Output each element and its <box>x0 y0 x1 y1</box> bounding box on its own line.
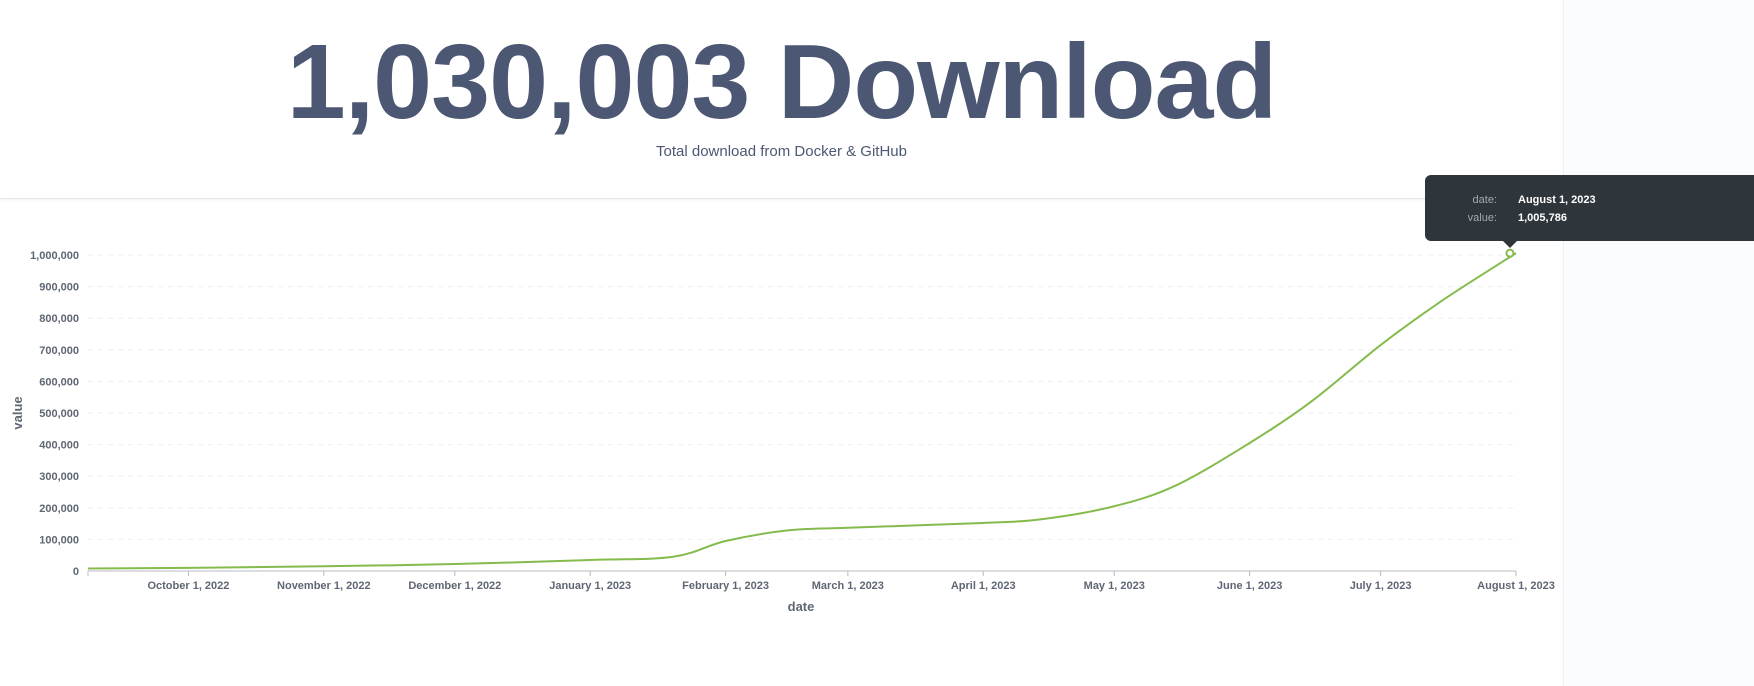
x-axis-label: date <box>788 599 815 614</box>
x-tick-label: March 1, 2023 <box>812 580 884 592</box>
y-tick-label: 100,000 <box>39 534 79 546</box>
y-tick-label: 800,000 <box>39 313 79 325</box>
tooltip-arrow <box>1503 241 1517 248</box>
tooltip-value-value: 1,005,786 <box>1518 212 1567 224</box>
x-tick-label: July 1, 2023 <box>1350 580 1412 592</box>
y-tick-label: 700,000 <box>39 345 79 357</box>
y-tick-label: 1,000,000 <box>30 250 79 262</box>
tooltip-date-label: date: <box>1472 194 1497 206</box>
hover-point[interactable] <box>1505 248 1515 258</box>
x-tick-label: June 1, 2023 <box>1217 580 1282 592</box>
x-tick-label: April 1, 2023 <box>951 580 1016 592</box>
y-tick-label: 600,000 <box>39 376 79 388</box>
y-tick-label: 200,000 <box>39 503 79 515</box>
header-panel: 1,030,003 Download Total download from D… <box>0 0 1563 199</box>
y-tick-label: 900,000 <box>39 282 79 294</box>
y-tick-label: 500,000 <box>39 408 79 420</box>
x-tick-label: October 1, 2022 <box>147 580 229 592</box>
tooltip-date-value: August 1, 2023 <box>1518 194 1596 206</box>
subtitle: Total download from Docker & GitHub <box>656 143 907 160</box>
x-tick-label: November 1, 2022 <box>277 580 371 592</box>
side-panel <box>1563 0 1754 686</box>
series-line[interactable] <box>87 252 1517 570</box>
x-tick-label: May 1, 2023 <box>1084 580 1145 592</box>
x-tick-label: December 1, 2022 <box>408 580 501 592</box>
y-tick-label: 400,000 <box>39 440 79 452</box>
x-tick-label: January 1, 2023 <box>549 580 631 592</box>
y-tick-label: 0 <box>73 566 79 578</box>
y-axis-label: value <box>10 396 25 429</box>
x-tick-label: February 1, 2023 <box>682 580 769 592</box>
tooltip: date: August 1, 2023 value: 1,005,786 <box>1425 175 1754 248</box>
total-downloads-title: 1,030,003 Download <box>286 23 1277 141</box>
x-tick-label: August 1, 2023 <box>1477 580 1555 592</box>
tooltip-value-label: value: <box>1467 212 1497 224</box>
y-tick-label: 300,000 <box>39 471 79 483</box>
